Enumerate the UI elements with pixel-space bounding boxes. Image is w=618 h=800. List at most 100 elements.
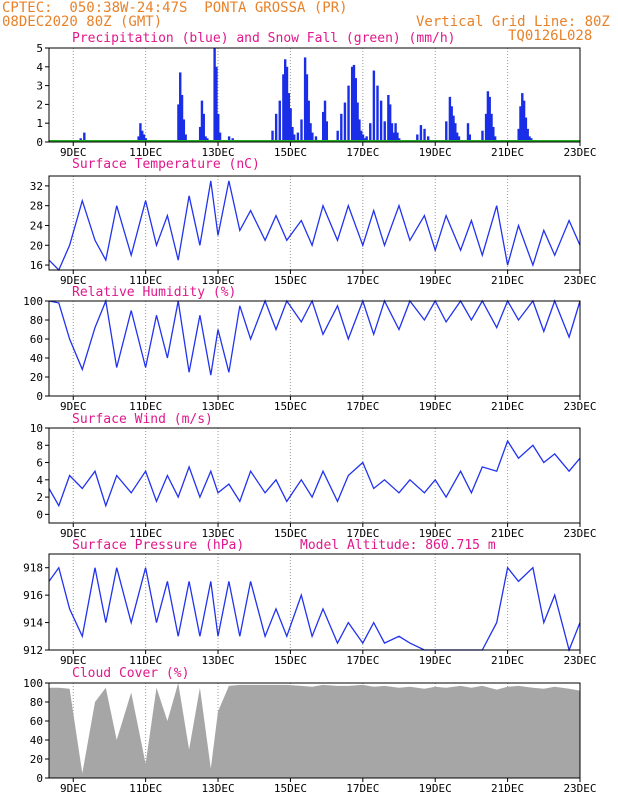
header-grid-note: Vertical Grid Line: 80Z [416, 14, 610, 30]
y-tick-label: 2 [36, 98, 43, 111]
precip-bar [305, 74, 309, 142]
x-tick-label: 15DEC [274, 274, 307, 287]
precip-bar [213, 48, 216, 142]
x-tick-label: 15DEC [274, 654, 307, 667]
x-tick-label: 21DEC [491, 146, 524, 159]
y-tick-label: 4 [36, 474, 43, 487]
precip-bar [392, 132, 395, 142]
y-tick-label: 4 [36, 61, 43, 74]
x-tick-label: 15DEC [274, 782, 307, 795]
x-tick-label: 23DEC [563, 527, 596, 540]
y-tick-label: 60 [30, 715, 43, 728]
precip-bar [291, 126, 294, 142]
plot-frame [48, 682, 581, 779]
precip-bar [396, 132, 399, 142]
x-tick-label: 9DEC [60, 527, 87, 540]
x-tick-label: 15DEC [274, 400, 307, 413]
y-tick-label: 32 [30, 180, 43, 193]
y-tick-label: 0 [36, 390, 43, 403]
temp-panel: 16 20 24 28 32 9DEC 11DEC 13DEC 15DEC 17DEC 19DEC 2… [30, 157, 597, 287]
precip-bar [394, 123, 397, 142]
precip-bar [426, 136, 430, 142]
x-tick-label: 9DEC [60, 782, 87, 795]
y-tick-label: 2 [36, 491, 43, 504]
precip-bar [455, 132, 459, 142]
x-tick-label: 13DEC [201, 782, 234, 795]
precip-bar [303, 57, 307, 142]
precip-bar [177, 104, 180, 142]
x-tick-label: 19DEC [419, 146, 452, 159]
precip-bar [423, 128, 426, 142]
precip-bar [369, 123, 372, 142]
precip-bar [390, 123, 394, 142]
precip-bar [521, 93, 524, 142]
y-tick-label: 8 [36, 439, 43, 452]
y-tick-label: 60 [30, 333, 43, 346]
plot-frame [48, 47, 581, 143]
precip-bar [296, 132, 300, 142]
precip-bar [526, 128, 529, 142]
y-tick-label: 40 [30, 734, 43, 747]
precip-bar [271, 130, 274, 142]
precip-bar [387, 95, 390, 142]
precip-bar [522, 100, 526, 142]
precip-bar [336, 130, 339, 142]
x-tick-label: 11DEC [129, 527, 162, 540]
y-tick-label: 918 [23, 562, 43, 575]
precip-bar [325, 121, 329, 142]
x-tick-label: 21DEC [491, 782, 524, 795]
x-tick-label: 9DEC [60, 654, 87, 667]
header-date: 08DEC2020 80Z (GMT) [2, 14, 163, 30]
y-tick-label: 16 [30, 259, 43, 272]
precip-bar [486, 91, 490, 142]
precip-bar [180, 95, 184, 142]
precip-bar [282, 74, 285, 142]
precip-bar [358, 119, 361, 142]
precip-bar [468, 134, 472, 142]
x-tick-label: 19DEC [419, 654, 452, 667]
precip-bar [481, 130, 484, 142]
precip-bar [517, 128, 520, 142]
rh-title: Relative Humidity (%) [72, 285, 236, 300]
y-tick-label: 24 [30, 219, 44, 232]
precip-bar [202, 113, 205, 142]
x-tick-label: 15DEC [274, 146, 307, 159]
precip-bar [524, 117, 528, 142]
precip-bar [218, 132, 222, 142]
precip-bar [200, 100, 204, 142]
precip-bar [284, 59, 287, 142]
wind-line [48, 439, 581, 508]
precip-bar [287, 93, 291, 142]
x-tick-label: 13DEC [201, 654, 234, 667]
x-tick-label: 19DEC [419, 782, 452, 795]
x-tick-label: 21DEC [491, 654, 524, 667]
plot-frame [48, 300, 581, 397]
x-tick-label: 11DEC [129, 146, 162, 159]
precip-bar [285, 66, 289, 142]
precip-bar [450, 106, 453, 142]
precip-bar [376, 85, 379, 142]
y-tick-label: 916 [23, 589, 43, 602]
precip-bar [141, 130, 144, 142]
x-tick-label: 11DEC [129, 400, 162, 413]
x-tick-label: 23DEC [563, 274, 596, 287]
x-tick-label: 19DEC [419, 527, 452, 540]
x-tick-label: 9DEC [60, 400, 87, 413]
x-tick-label: 17DEC [346, 654, 379, 667]
y-tick-label: 3 [36, 80, 43, 93]
x-tick-label: 9DEC [60, 146, 87, 159]
x-tick-label: 13DEC [201, 400, 234, 413]
precip-bar [340, 113, 343, 142]
precip-bar [354, 78, 357, 142]
x-tick-label: 17DEC [346, 400, 379, 413]
y-tick-label: 20 [30, 753, 43, 766]
wind-title: Surface Wind (m/s) [72, 412, 213, 427]
x-tick-label: 11DEC [129, 782, 162, 795]
precip-bar [314, 136, 318, 142]
precip-bar [493, 136, 497, 142]
x-tick-label: 23DEC [563, 146, 596, 159]
y-tick-label: 6 [36, 457, 43, 470]
precip-bar [347, 85, 350, 142]
x-tick-label: 13DEC [201, 527, 234, 540]
